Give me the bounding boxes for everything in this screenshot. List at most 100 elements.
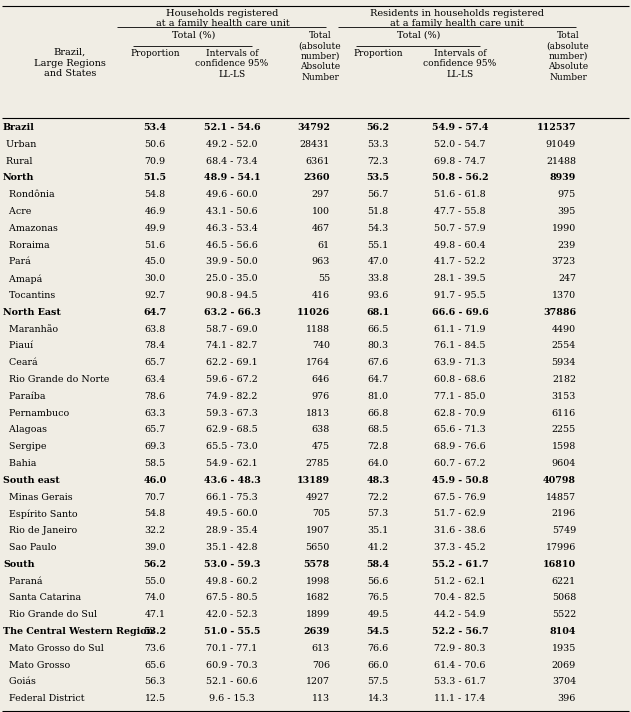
Text: 45.0: 45.0 <box>144 258 165 266</box>
Text: 6116: 6116 <box>551 409 576 418</box>
Text: Mato Grosso do Sul: Mato Grosso do Sul <box>3 644 104 653</box>
Text: 72.2: 72.2 <box>367 493 389 501</box>
Text: 2182: 2182 <box>552 375 576 384</box>
Text: 54.3: 54.3 <box>367 224 389 233</box>
Text: 68.1: 68.1 <box>367 308 389 317</box>
Text: 21488: 21488 <box>546 157 576 166</box>
Text: 50.8 - 56.2: 50.8 - 56.2 <box>432 174 488 182</box>
Text: Paraíba: Paraíba <box>3 392 45 401</box>
Text: 45.9 - 50.8: 45.9 - 50.8 <box>432 476 488 485</box>
Text: 47.0: 47.0 <box>367 258 389 266</box>
Text: 47.1: 47.1 <box>144 610 165 619</box>
Text: 9.6 - 15.3: 9.6 - 15.3 <box>209 694 255 703</box>
Text: Urban: Urban <box>3 140 37 149</box>
Text: 60.7 - 67.2: 60.7 - 67.2 <box>434 459 486 468</box>
Text: 67.5 - 80.5: 67.5 - 80.5 <box>206 593 258 602</box>
Text: 56.6: 56.6 <box>367 577 389 585</box>
Text: 76.5: 76.5 <box>367 593 389 602</box>
Text: 91.7 - 95.5: 91.7 - 95.5 <box>434 291 486 300</box>
Text: 1764: 1764 <box>306 358 330 367</box>
Text: Roraima: Roraima <box>3 241 50 250</box>
Text: 90.8 - 94.5: 90.8 - 94.5 <box>206 291 258 300</box>
Text: 59.3 - 67.3: 59.3 - 67.3 <box>206 409 258 418</box>
Text: 70.1 - 77.1: 70.1 - 77.1 <box>206 644 257 653</box>
Text: 47.7 - 55.8: 47.7 - 55.8 <box>434 207 486 216</box>
Text: 43.1 - 50.6: 43.1 - 50.6 <box>206 207 258 216</box>
Text: 1682: 1682 <box>306 593 330 602</box>
Text: 56.7: 56.7 <box>367 190 389 199</box>
Text: Maranhão: Maranhão <box>3 325 58 334</box>
Text: 46.0: 46.0 <box>143 476 167 485</box>
Text: 54.8: 54.8 <box>144 190 165 199</box>
Text: 57.3: 57.3 <box>367 509 389 518</box>
Text: Brazil,
Large Regions
and States: Brazil, Large Regions and States <box>34 48 106 78</box>
Text: 61.4 - 70.6: 61.4 - 70.6 <box>434 661 486 669</box>
Text: 5650: 5650 <box>305 543 330 552</box>
Text: 55.1: 55.1 <box>367 241 389 250</box>
Text: 67.6: 67.6 <box>367 358 389 367</box>
Text: 40798: 40798 <box>543 476 576 485</box>
Text: 70.7: 70.7 <box>144 493 165 501</box>
Text: 28431: 28431 <box>300 140 330 149</box>
Text: 58.7 - 69.0: 58.7 - 69.0 <box>206 325 258 334</box>
Text: 41.2: 41.2 <box>367 543 389 552</box>
Text: 64.7: 64.7 <box>367 375 389 384</box>
Text: 68.9 - 76.6: 68.9 - 76.6 <box>434 442 486 451</box>
Text: Sergipe: Sergipe <box>3 442 47 451</box>
Text: 63.4: 63.4 <box>144 375 165 384</box>
Text: Pernambuco: Pernambuco <box>3 409 69 418</box>
Text: 51.7 - 62.9: 51.7 - 62.9 <box>434 509 486 518</box>
Text: 33.8: 33.8 <box>367 274 389 283</box>
Text: 66.1 - 75.3: 66.1 - 75.3 <box>206 493 258 501</box>
Text: 14.3: 14.3 <box>367 694 389 703</box>
Text: 1598: 1598 <box>551 442 576 451</box>
Text: Total (%): Total (%) <box>398 31 440 40</box>
Text: 46.9: 46.9 <box>144 207 165 216</box>
Text: 52.1 - 54.6: 52.1 - 54.6 <box>204 123 261 132</box>
Text: 66.6 - 69.6: 66.6 - 69.6 <box>432 308 488 317</box>
Text: 69.3: 69.3 <box>144 442 166 451</box>
Text: 247: 247 <box>558 274 576 283</box>
Text: 8104: 8104 <box>550 627 576 636</box>
Text: Mato Grosso: Mato Grosso <box>3 661 70 669</box>
Text: 706: 706 <box>312 661 330 669</box>
Text: Amazonas: Amazonas <box>3 224 58 233</box>
Text: 16810: 16810 <box>543 560 576 569</box>
Text: 5934: 5934 <box>551 358 576 367</box>
Text: 61: 61 <box>318 241 330 250</box>
Text: 2196: 2196 <box>551 509 576 518</box>
Text: The Central Western Region: The Central Western Region <box>3 627 153 636</box>
Text: 52.0 - 54.7: 52.0 - 54.7 <box>434 140 486 149</box>
Text: 35.1 - 42.8: 35.1 - 42.8 <box>206 543 257 552</box>
Text: 1935: 1935 <box>551 644 576 653</box>
Text: 52.1 - 60.6: 52.1 - 60.6 <box>206 677 258 686</box>
Text: 2255: 2255 <box>551 425 576 434</box>
Text: 54.9 - 62.1: 54.9 - 62.1 <box>206 459 258 468</box>
Text: Goiás: Goiás <box>3 677 36 686</box>
Text: 78.4: 78.4 <box>144 341 165 350</box>
Text: Rio Grande do Norte: Rio Grande do Norte <box>3 375 109 384</box>
Text: 66.5: 66.5 <box>367 325 389 334</box>
Text: 35.1: 35.1 <box>367 526 389 535</box>
Text: 6221: 6221 <box>552 577 576 585</box>
Text: 70.4 - 82.5: 70.4 - 82.5 <box>434 593 486 602</box>
Text: 1899: 1899 <box>306 610 330 619</box>
Text: 65.6 - 71.3: 65.6 - 71.3 <box>434 425 486 434</box>
Text: 59.6 - 67.2: 59.6 - 67.2 <box>206 375 258 384</box>
Text: Intervals of
confidence 95%
LL-LS: Intervals of confidence 95% LL-LS <box>423 49 497 79</box>
Text: 76.6: 76.6 <box>367 644 389 653</box>
Text: Brazil: Brazil <box>3 123 35 132</box>
Text: Proportion: Proportion <box>353 49 403 58</box>
Text: 5522: 5522 <box>551 610 576 619</box>
Text: 28.9 - 35.4: 28.9 - 35.4 <box>206 526 258 535</box>
Text: 72.9 - 80.3: 72.9 - 80.3 <box>434 644 486 653</box>
Text: 55.2 - 61.7: 55.2 - 61.7 <box>432 560 488 569</box>
Text: South: South <box>3 560 35 569</box>
Text: 51.2 - 62.1: 51.2 - 62.1 <box>434 577 486 585</box>
Text: 646: 646 <box>312 375 330 384</box>
Text: 1370: 1370 <box>552 291 576 300</box>
Text: 49.9: 49.9 <box>144 224 165 233</box>
Text: 8939: 8939 <box>550 174 576 182</box>
Text: 37886: 37886 <box>543 308 576 317</box>
Text: 52.2 - 56.7: 52.2 - 56.7 <box>432 627 488 636</box>
